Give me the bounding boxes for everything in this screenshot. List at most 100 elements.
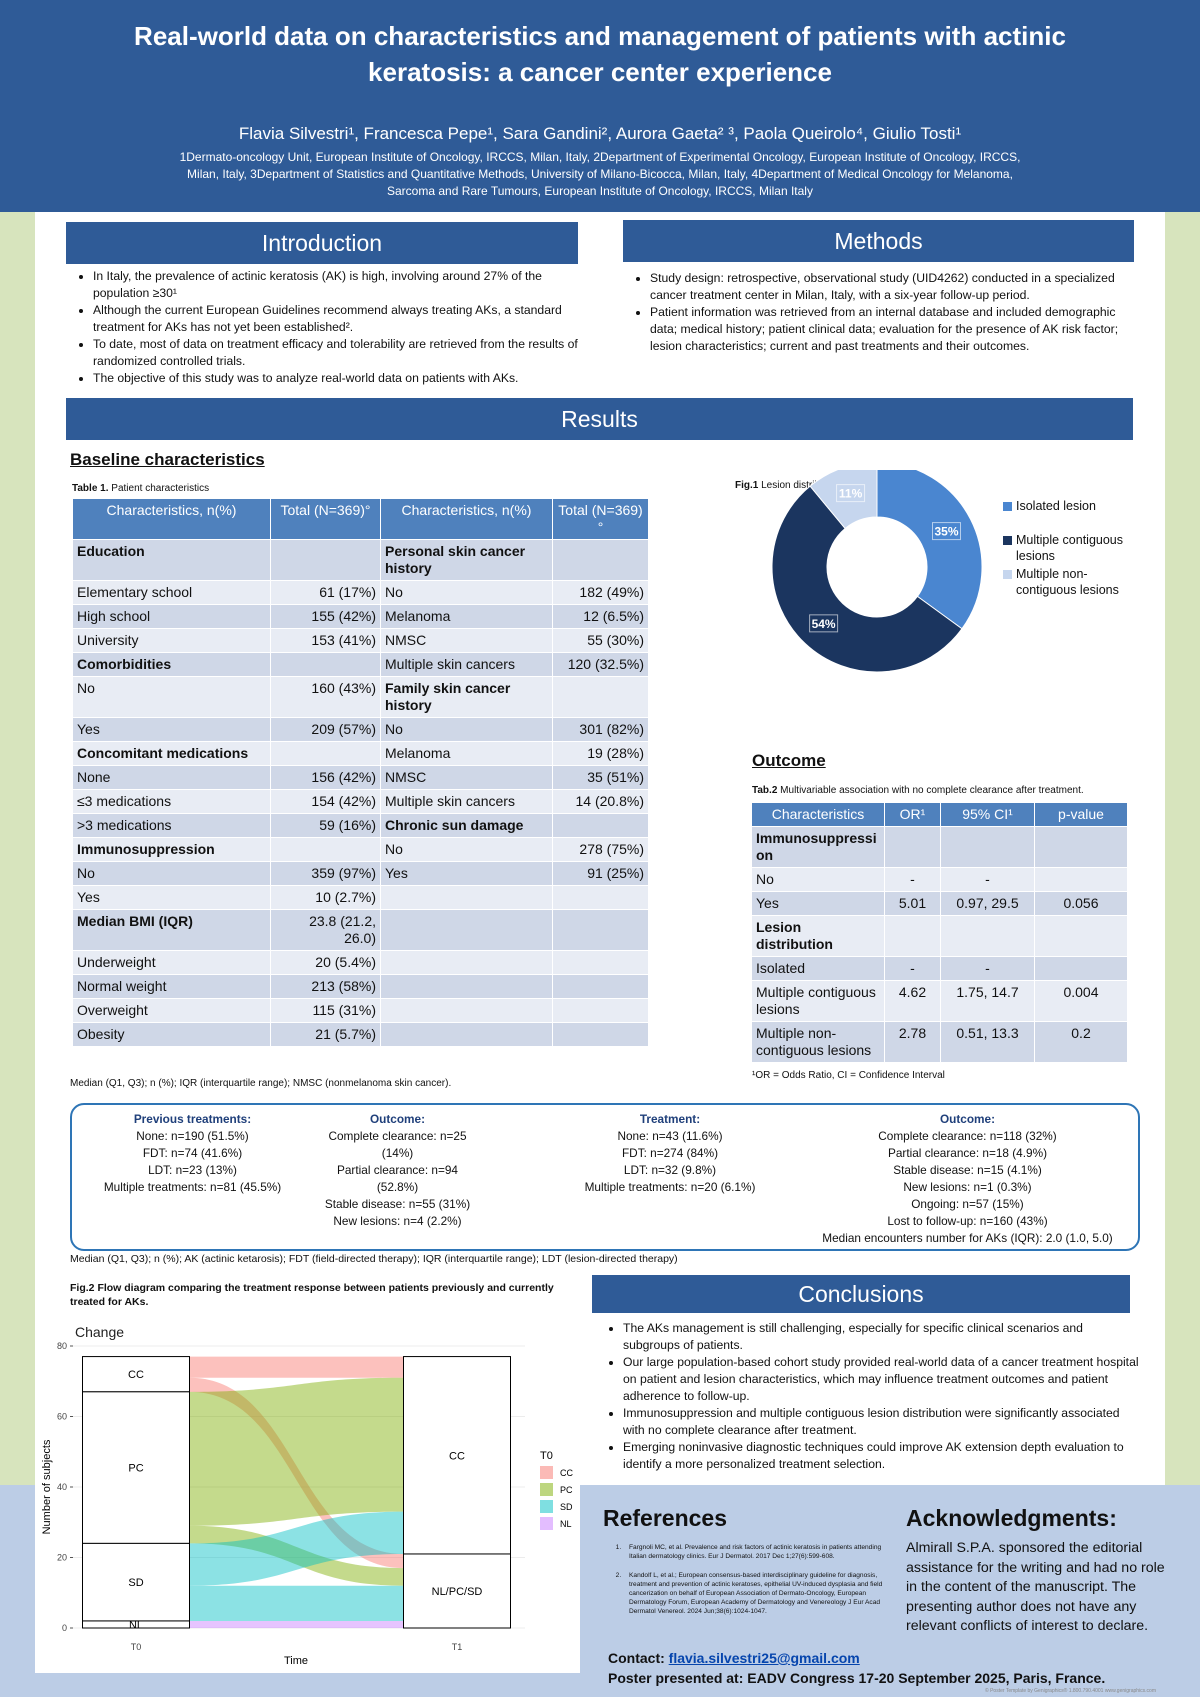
tbody: Immunosuppression No - - Yes 5.01 0.97, 29.5 0.… [751, 826, 1128, 1063]
y-axis-label: Number of subjects [41, 1439, 53, 1534]
table-row: >3 medications 59 (16%) Chronic sun damage [72, 813, 649, 838]
table-cell: Yes [380, 861, 553, 886]
table-wrap: Characteristics, n(%) Total (N=369)° Chara… [72, 498, 649, 1047]
y-tick-label: 20 [57, 1553, 67, 1563]
column-line: Multiple treatments: n=81 (45.5%) [103, 1180, 282, 1194]
header-cell: OR¹ [884, 802, 941, 827]
data-label: 54% [812, 617, 836, 631]
section-heading: Acknowledgments: [906, 1505, 1117, 1531]
flow-band [189, 1377, 404, 1569]
table-row: Elementary school 61 (17%) No 182 (49%) [72, 580, 649, 605]
table-cell: 20 (5.4%) [270, 950, 381, 975]
table-cell: 0.2 [1034, 1021, 1128, 1063]
side-strip [0, 212, 35, 1485]
table-cell: 35 (51%) [552, 765, 649, 790]
legend-swatch [540, 1500, 553, 1513]
table-cell: Obesity [72, 1022, 271, 1047]
y-tick-label: 80 [57, 1341, 67, 1351]
footer: © Poster Template by Genigraphics® 1.800… [985, 1688, 1156, 1694]
table-cell: Lesion distribution [751, 915, 885, 957]
list-item: The objective of this study was to analy… [93, 370, 588, 387]
table-cell: Multiple contiguous lesions [751, 980, 885, 1022]
label-box [931, 522, 961, 541]
list-item: Our large population-based cohort study … [623, 1354, 1143, 1405]
header-cell: Total (N=369)° [270, 498, 381, 540]
table-row: Yes 5.01 0.97, 29.5 0.056 [751, 891, 1128, 916]
table-row: High school 155 (42%) Melanoma 12 (6.5%) [72, 604, 649, 629]
table-cell: 155 (42%) [270, 604, 381, 629]
caption-label: Fig.2 [70, 1282, 95, 1294]
y-tick-label: 40 [57, 1482, 67, 1492]
table-cell: Immunosuppression [72, 837, 271, 862]
caption-text: Patient characteristics [111, 483, 210, 494]
legend-swatch [1003, 502, 1012, 511]
list-item: Kandolf L, et al.; European consensus-ba… [623, 1571, 887, 1616]
table-cell: Yes [751, 891, 885, 916]
table-cell [552, 539, 649, 581]
table-row: ≤3 medications 154 (42%) Multiple skin can… [72, 789, 649, 814]
table-row: University 153 (41%) NMSC 55 (30%) [72, 628, 649, 653]
table-row: Concomitant medications Melanoma 19 (28%) [72, 741, 649, 766]
table-cell: Comorbidities [72, 652, 271, 677]
section-heading: Introduction [66, 222, 578, 264]
table-cell [1034, 826, 1128, 868]
table-cell: High school [72, 604, 271, 629]
table-cell [552, 1022, 649, 1047]
legend-text: NL [560, 1519, 572, 1529]
treatment-column: Outcome: Complete clearance: n=25 (14%) Pa… [315, 1111, 480, 1230]
column-line: Complete clearance: n=118 (32%) [878, 1129, 1057, 1143]
table-row: Multiple contiguous lesions 4.62 1.75, 14.… [751, 980, 1128, 1022]
table-cell [380, 998, 553, 1023]
table-cell: 154 (42%) [270, 789, 381, 814]
contact-line: Contact: flavia.silvestri25@gmail.com [608, 1650, 860, 1666]
table-cell: Concomitant medications [72, 741, 271, 766]
table-cell: 278 (75%) [552, 837, 649, 862]
x-tick-label: T0 [131, 1642, 142, 1652]
table: Characteristics OR¹ 95% CI¹ p-value Immunosu… [751, 802, 1128, 1063]
column-line: LDT: n=32 (9.8%) [623, 1163, 717, 1177]
table-cell [552, 885, 649, 910]
table-cell: 12 (6.5%) [552, 604, 649, 629]
table-cell: Multiple skin cancers [380, 789, 553, 814]
caption-label: Fig.1 [735, 480, 759, 491]
y-tick-label: 60 [57, 1412, 67, 1422]
table-cell [380, 974, 553, 999]
table-row: Isolated - - [751, 956, 1128, 981]
data-label: 35% [934, 525, 958, 539]
bullet-list: Study design: retrospective, observation… [630, 270, 1145, 355]
contact-email[interactable]: flavia.silvestri25@gmail.com [668, 1650, 860, 1666]
flow-band [189, 1511, 404, 1586]
table-cell [270, 652, 381, 677]
legend-title: T0 [540, 1450, 553, 1462]
column-line: Partial clearance: n=18 (4.9%) [887, 1146, 1048, 1160]
legend-text: Isolated lesion [1016, 499, 1096, 513]
column-line: FDT: n=274 (84%) [621, 1146, 719, 1160]
table-cell: Family skin cancer history [380, 676, 553, 718]
table-cell: Elementary school [72, 580, 271, 605]
table-cell: 91 (25%) [552, 861, 649, 886]
table-cell [1034, 956, 1128, 981]
alluvial-chart: 0 20 40 60 80 Change Number of subjects Time T0 T… [41, 1324, 573, 1667]
flow-band [189, 1356, 404, 1378]
table-cell: Melanoma [380, 741, 553, 766]
table-cell: 160 (43%) [270, 676, 381, 718]
caption: Fig.1 Lesion distribution. [735, 480, 845, 491]
legend-item: Isolated lesion [1003, 498, 1138, 514]
label-box [809, 614, 839, 633]
header-row: Characteristics, n(%) Total (N=369)° Chara… [72, 498, 649, 540]
header-row: Characteristics OR¹ 95% CI¹ p-value [751, 802, 1128, 827]
column-heading: Treatment: [639, 1112, 701, 1126]
table-cell: 120 (32.5%) [552, 652, 649, 677]
table-cell: 4.62 [884, 980, 941, 1022]
caption-label: Table 1. [72, 483, 109, 494]
table-cell: 1.75, 14.7 [940, 980, 1035, 1022]
table-cell [552, 676, 649, 718]
table-cell: No [72, 676, 271, 718]
table-row: No - - [751, 867, 1128, 892]
legend-swatch [540, 1517, 553, 1530]
table-cell [380, 1022, 553, 1047]
table-cell: Melanoma [380, 604, 553, 629]
caption: Fig.2 Flow diagram comparing the treatme… [70, 1281, 560, 1309]
table-cell: Education [72, 539, 271, 581]
table-cell: 10 (2.7%) [270, 885, 381, 910]
